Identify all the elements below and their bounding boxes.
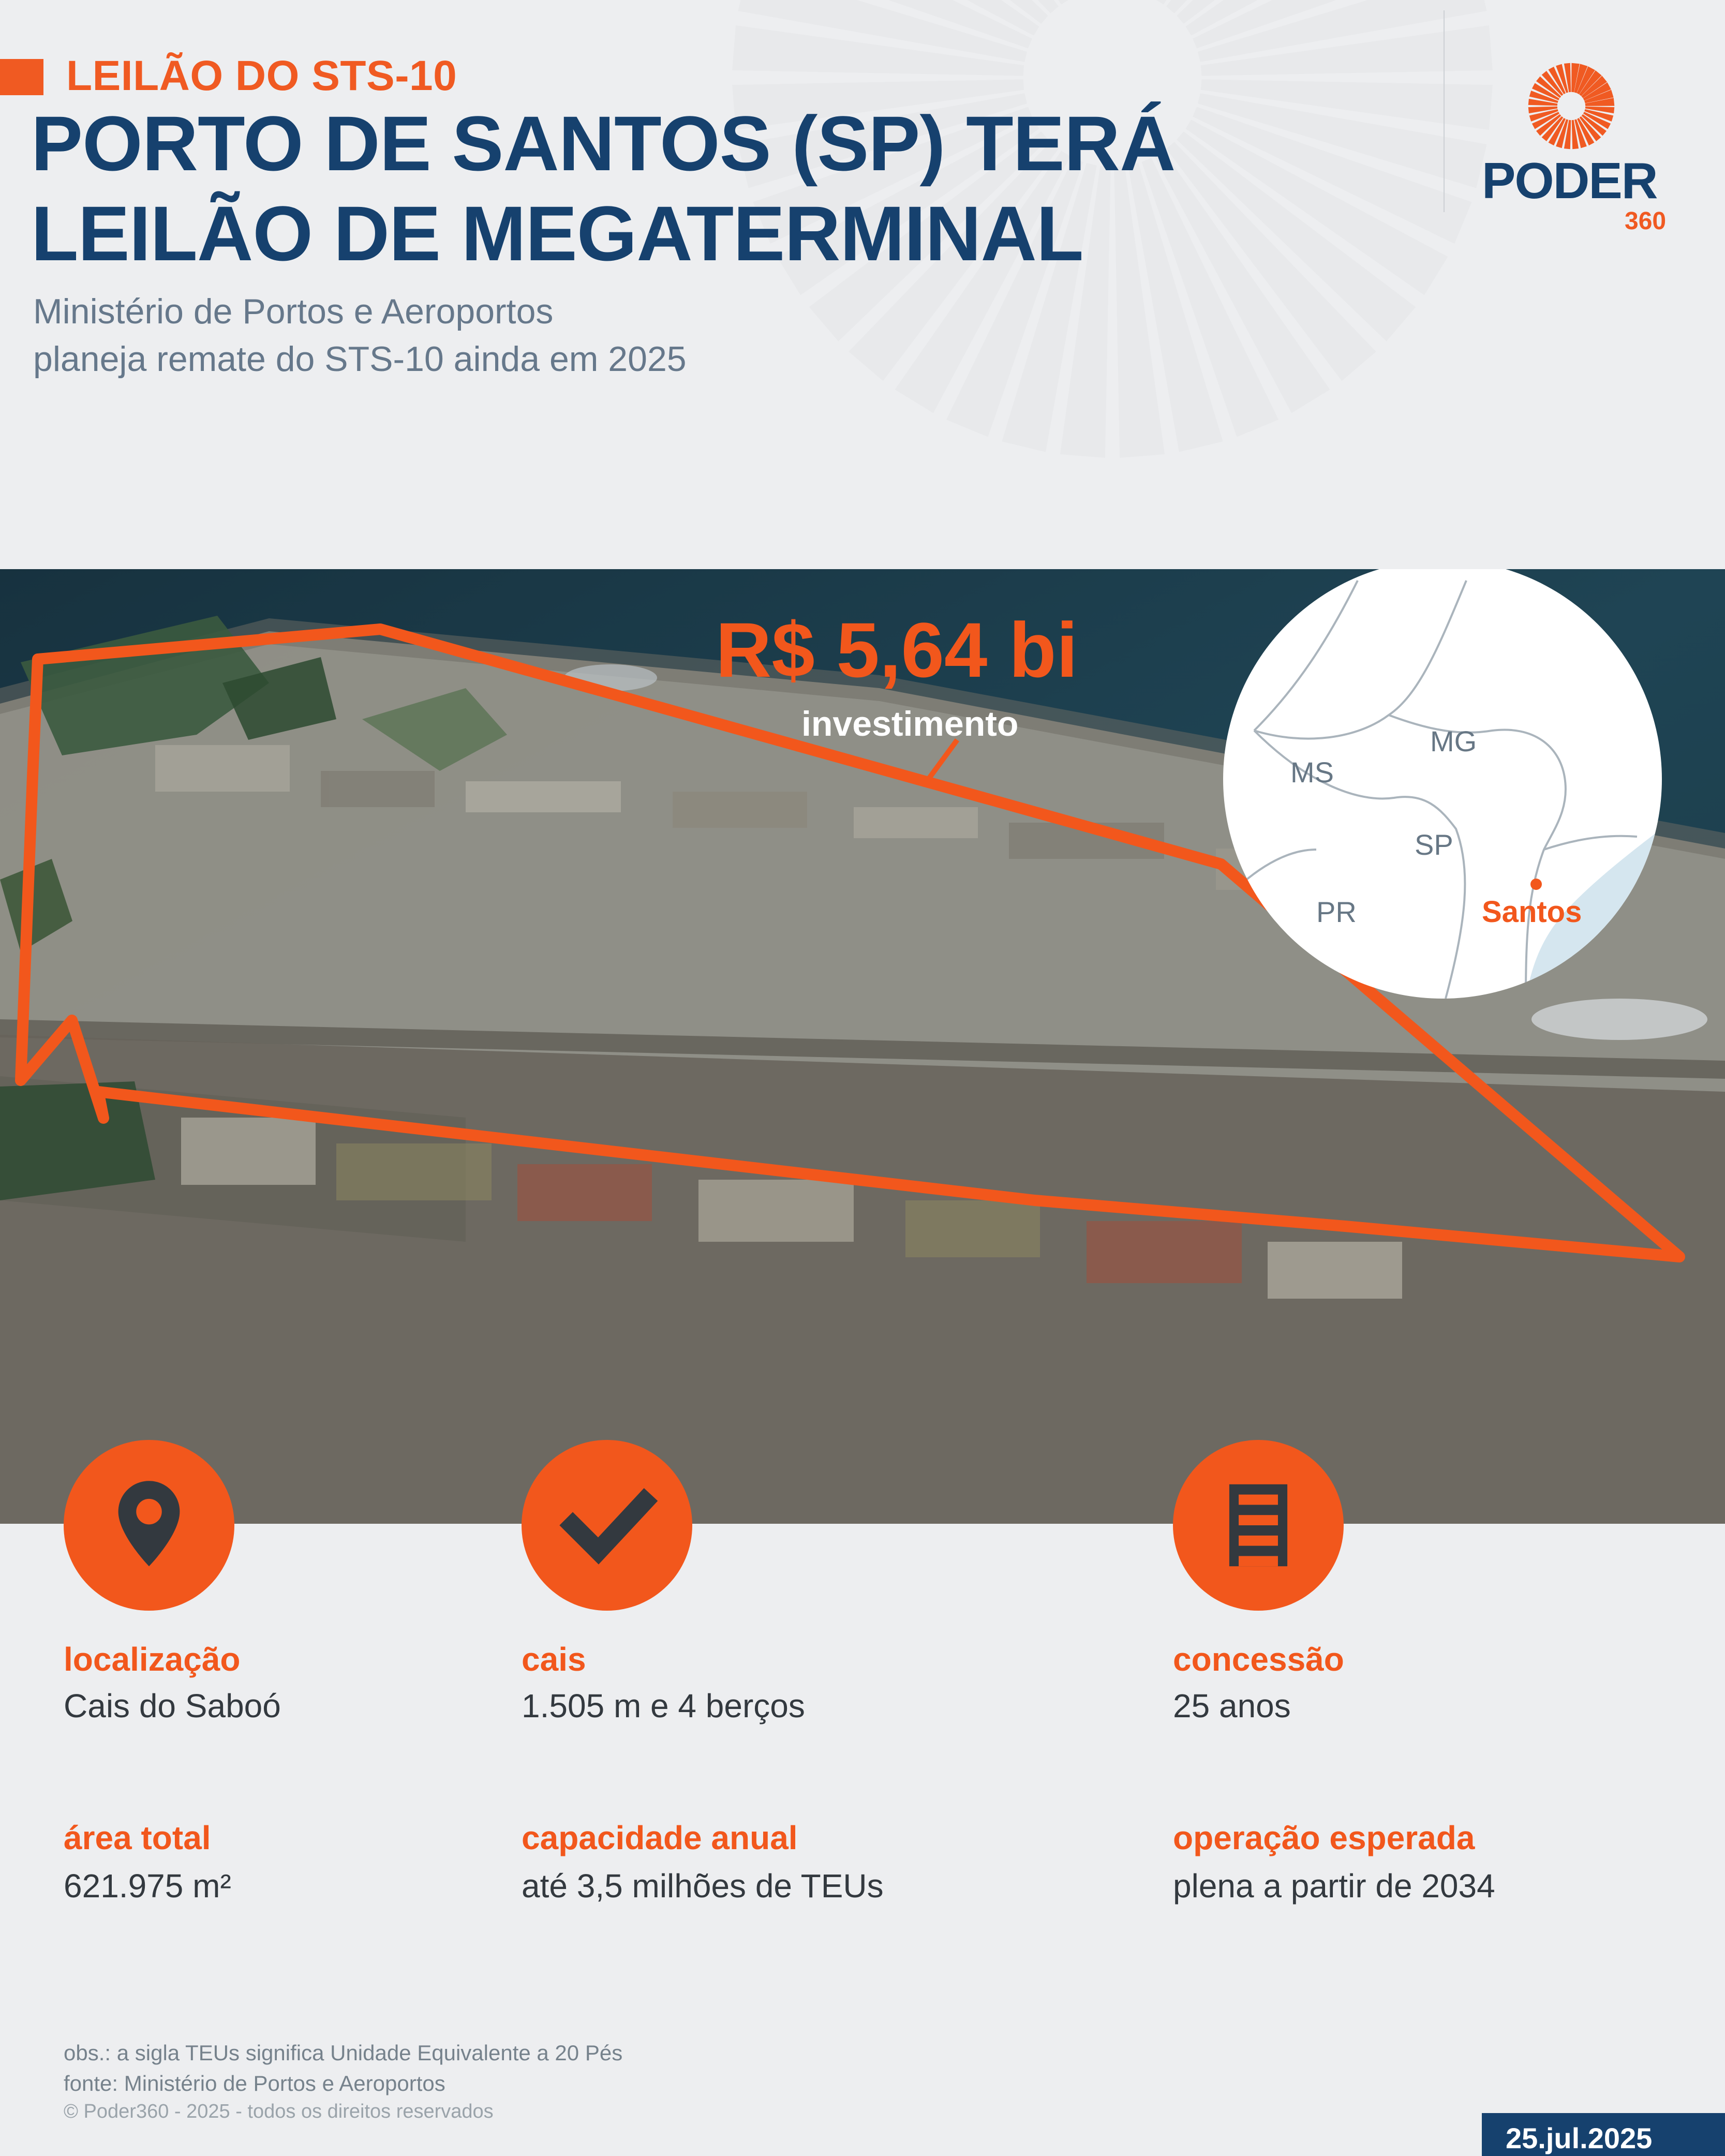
svg-text:SP: SP (1415, 828, 1453, 861)
svg-text:Santos: Santos (1482, 895, 1582, 929)
svg-text:MS: MS (1290, 756, 1334, 789)
svg-text:PR: PR (1316, 896, 1357, 928)
svg-text:MG: MG (1430, 725, 1477, 757)
